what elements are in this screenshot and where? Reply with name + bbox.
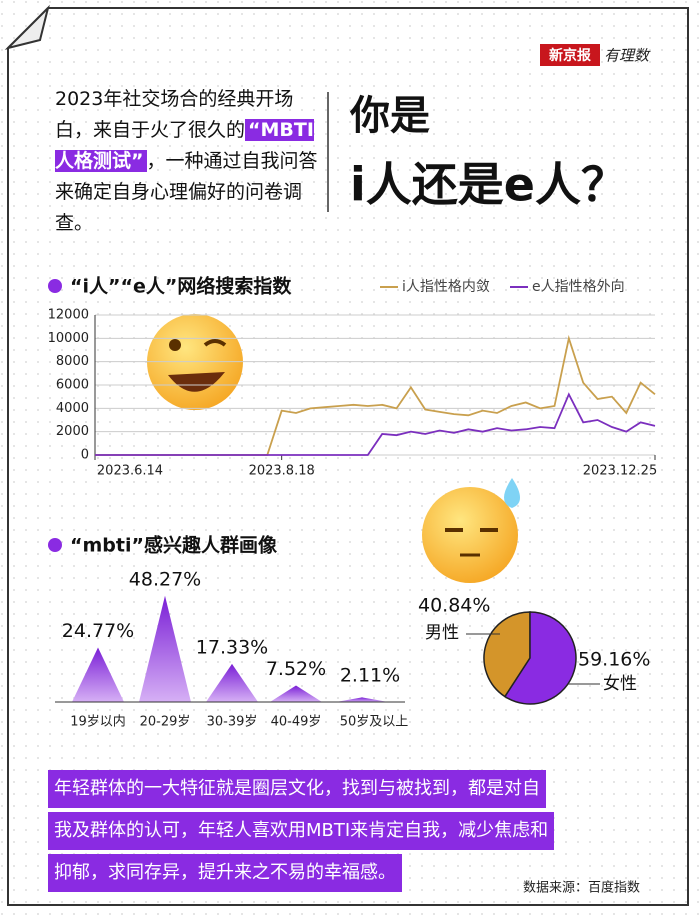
x-tick-label: 2023.12.25 <box>583 464 657 479</box>
bullet <box>48 538 62 552</box>
peak <box>72 647 124 702</box>
y-tick-label: 10000 <box>48 331 89 346</box>
pie-slice <box>503 611 577 705</box>
value-label: 17.33% <box>196 636 268 658</box>
x-tick-label: 2023.6.14 <box>97 464 163 479</box>
headline: 你是 <box>349 93 430 139</box>
category-label: 女性 <box>603 674 637 694</box>
line-series <box>95 392 656 456</box>
conclusion-line: 抑郁，求同存异，提升来之不易的幸福感。 <box>48 854 402 892</box>
legend-label: i人指性格内敛 <box>402 279 490 295</box>
peak <box>336 697 388 702</box>
value-label: 59.16% <box>578 649 650 671</box>
fold <box>4 4 50 50</box>
y-tick-label: 8000 <box>56 354 89 369</box>
peak <box>139 595 191 702</box>
value-label: 7.52% <box>266 658 326 680</box>
emoji <box>422 478 520 583</box>
y-tick-label: 0 <box>81 448 89 463</box>
x-tick-label: 2023.8.18 <box>249 464 315 479</box>
conclusion-line: 年轻群体的一大特征就是圈层文化，找到与被找到，都是对自 <box>48 770 546 808</box>
peak <box>270 685 322 702</box>
value-label: 24.77% <box>62 620 134 642</box>
x-tick-label: 19岁以内 <box>70 714 126 730</box>
logo-box <box>540 44 600 66</box>
x-tick-label: 20-29岁 <box>140 715 191 730</box>
y-tick-label: 12000 <box>48 308 89 323</box>
section-title: “i人”“e人”网络搜索指数 <box>70 275 292 298</box>
intro-text: ，一种通过自我问答来确定自身心理偏好的问卷调查。 <box>55 150 318 234</box>
category-label: 男性 <box>425 623 459 643</box>
x-tick-label: 30-39岁 <box>207 715 258 730</box>
value-label: 2.11% <box>340 665 400 687</box>
source: 数据来源：百度指数 <box>523 880 640 896</box>
logo-brand: 新京报 <box>549 47 591 64</box>
value-label: 40.84% <box>418 595 490 617</box>
y-tick-label: 2000 <box>56 424 89 439</box>
y-tick-label: 4000 <box>56 401 89 416</box>
section-title: “mbti”感兴趣人群画像 <box>70 534 278 557</box>
x-tick-label: 50岁及以上 <box>340 715 409 730</box>
x-tick-label: 40-49岁 <box>271 715 322 730</box>
conclusion-line: 我及群体的认可，年轻人喜欢用MBTI来肯定自我，减少焦虑和 <box>48 812 555 850</box>
bullet <box>48 279 62 293</box>
intro-text: 2023年社交场合的经典开场白，来自于火了很久的 <box>55 88 294 141</box>
logo-sub: 有理数 <box>604 47 651 65</box>
conclusion: 年轻群体的一大特征就是圈层文化，找到与被找到，都是对自 我及群体的认可，年轻人喜… <box>48 770 668 896</box>
value-label: 48.27% <box>129 568 201 590</box>
headline: i人还是e人？ <box>350 158 627 212</box>
intro: 2023年社交场合的经典开场白，来自于火了很久的 “MBTI人格测试” ，一种通过自… <box>55 84 327 239</box>
peak <box>206 663 258 702</box>
legend-label: e人指性格外向 <box>532 279 625 295</box>
y-tick-label: 6000 <box>56 378 89 393</box>
